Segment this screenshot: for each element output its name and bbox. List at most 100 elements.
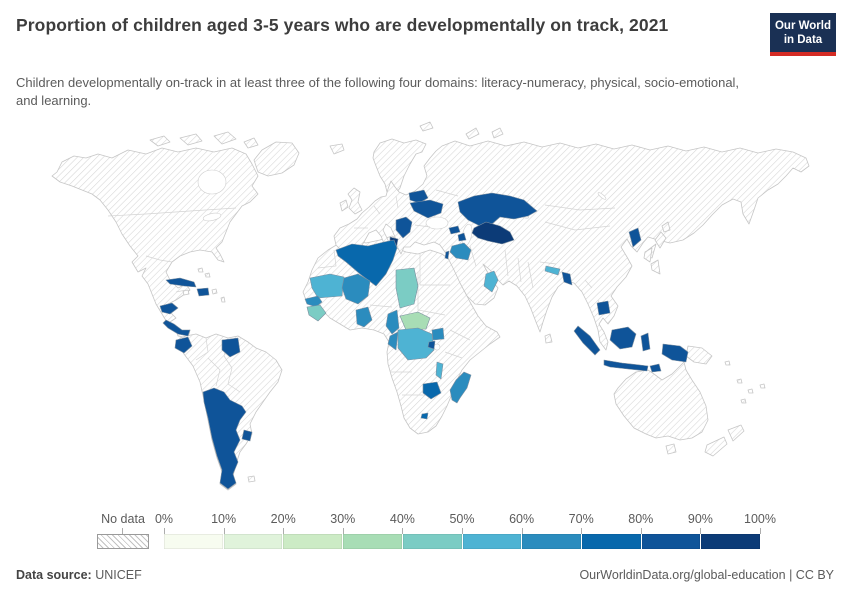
country-dr-congo[interactable] <box>397 327 435 361</box>
legend-tick-label-90%: 90% <box>687 512 713 526</box>
landmass-new-guinea-png <box>685 345 713 365</box>
country-cameroon[interactable] <box>385 309 400 335</box>
country-palestine[interactable] <box>444 250 450 260</box>
owid-logo-line1: Our World <box>774 20 831 32</box>
country-cuba[interactable] <box>165 277 197 288</box>
country-belarus[interactable] <box>408 189 429 204</box>
footer-license: CC BY <box>795 568 834 582</box>
country-algeria[interactable] <box>335 239 398 287</box>
landmass-scandinavia <box>372 138 427 197</box>
country-serbia-balkans[interactable] <box>395 216 413 239</box>
country-ghana-togo-benin[interactable] <box>355 306 373 328</box>
landmass-uk <box>347 187 363 215</box>
country-uganda[interactable] <box>431 327 445 341</box>
country-honduras[interactable] <box>159 302 179 315</box>
country-indonesia-papua[interactable] <box>661 343 689 363</box>
landmass-greenland <box>253 141 300 177</box>
landmass-japan-1 <box>661 221 671 233</box>
footer-separator: | <box>785 568 796 582</box>
landmass-arctic-island-4 <box>243 137 259 149</box>
country-zimbabwe[interactable] <box>422 381 442 400</box>
legend-bin-70-80%[interactable] <box>581 534 642 549</box>
country-georgia[interactable] <box>448 225 461 235</box>
legend-no-data-swatch[interactable] <box>97 534 149 549</box>
great-lakes <box>202 212 222 222</box>
country-costa-rica-panama[interactable] <box>162 319 191 337</box>
country-timor-leste[interactable] <box>649 363 662 373</box>
landmass-arctic-island-2 <box>179 133 203 146</box>
landmass-arctic-island-3 <box>213 131 237 145</box>
country-iraq[interactable] <box>449 242 472 261</box>
landmass-philippines-2 <box>650 259 661 275</box>
country-indonesia-java[interactable] <box>603 359 649 372</box>
country-cambodia[interactable] <box>596 300 611 316</box>
map-legend: No data 0% 10% 20% 30% 40% 50% 60% 70% 80% 90% 100… <box>0 511 850 553</box>
lake-baikal <box>597 192 607 200</box>
country-argentina-chile[interactable] <box>202 387 247 490</box>
country-madagascar[interactable] <box>449 371 472 404</box>
country-ecuador[interactable] <box>174 336 193 354</box>
landmass-new-zealand-south <box>704 436 728 457</box>
country-bangladesh[interactable] <box>561 271 573 286</box>
country-mali[interactable] <box>341 273 371 305</box>
landmass-pacific-island-3 <box>747 388 754 394</box>
legend-tick-label-70%: 70% <box>568 512 594 526</box>
legend-tick-mark-40% <box>402 528 404 534</box>
country-oman[interactable] <box>483 270 499 293</box>
owid-logo-line2: in Data <box>783 34 823 46</box>
landmass-iceland <box>329 143 345 155</box>
legend-bin-60-70%[interactable] <box>522 534 582 549</box>
legend-bin-10-20%[interactable] <box>223 534 284 549</box>
country-kazakhstan[interactable] <box>457 192 538 227</box>
country-rwanda-burundi[interactable] <box>427 340 436 350</box>
legend-tick-mark-90% <box>700 528 702 534</box>
country-central-african-republic[interactable] <box>399 311 431 331</box>
country-chad[interactable] <box>395 267 419 309</box>
country-malawi[interactable] <box>435 361 444 380</box>
country-turkmenistan-uzbekistan[interactable] <box>471 221 515 245</box>
legend-bin-80-90%[interactable] <box>641 534 702 549</box>
legend-tick-label-40%: 40% <box>389 512 415 526</box>
country-indonesia-sumatra[interactable] <box>573 325 601 356</box>
landmass-arctic-island-1 <box>149 135 171 147</box>
lake-victoria <box>433 343 441 351</box>
chart-footer: Data source: UNICEF OurWorldinData.org/g… <box>16 568 834 582</box>
country-nepal[interactable] <box>544 265 561 276</box>
country-guyana-suriname[interactable] <box>221 337 241 358</box>
legend-bin-30-40%[interactable] <box>343 534 403 549</box>
legend-tick-label-0%: 0% <box>154 512 174 526</box>
country-dominican-republic[interactable] <box>196 287 210 297</box>
legend-bin-50-60%[interactable] <box>462 534 523 549</box>
landmass-caribbean-3 <box>197 267 204 273</box>
legend-bin-0-10%[interactable] <box>164 534 224 549</box>
country-senegal[interactable] <box>304 295 323 308</box>
country-mauritania[interactable] <box>309 273 345 299</box>
country-lesotho[interactable] <box>420 412 429 420</box>
footer-link[interactable]: OurWorldinData.org/global-education <box>579 568 786 582</box>
country-azerbaijan[interactable] <box>457 232 467 242</box>
legend-tick-label-50%: 50% <box>449 512 475 526</box>
landmass-north-america <box>51 147 259 339</box>
legend-bin-90-100%[interactable] <box>701 534 761 549</box>
country-north-korea[interactable] <box>628 227 642 248</box>
legend-no-data-label: No data <box>101 512 145 526</box>
landmass-novaya-zemlya-2 <box>491 127 504 139</box>
country-uruguay[interactable] <box>241 429 253 442</box>
landmass-pacific-island-2 <box>736 378 743 384</box>
legend-tick-mark-80% <box>640 528 642 534</box>
legend-color-bar <box>164 534 761 549</box>
legend-bin-40-50%[interactable] <box>402 534 463 549</box>
legend-tick-mark-0% <box>164 528 165 534</box>
country-ukraine[interactable] <box>409 199 444 219</box>
legend-bin-20-30%[interactable] <box>283 534 344 549</box>
country-indonesia-sulawesi[interactable] <box>640 332 651 352</box>
landmass-japan-2 <box>654 231 667 249</box>
country-indonesia-borneo[interactable] <box>609 326 637 350</box>
landmass-novaya-zemlya-1 <box>465 127 480 140</box>
legend-tick-label-100%: 100% <box>744 512 776 526</box>
landmass-caribbean-1 <box>182 289 190 296</box>
country-guinea-sierra-leone[interactable] <box>306 304 327 322</box>
legend-tick-label-30%: 30% <box>330 512 356 526</box>
country-congo[interactable] <box>387 331 399 351</box>
